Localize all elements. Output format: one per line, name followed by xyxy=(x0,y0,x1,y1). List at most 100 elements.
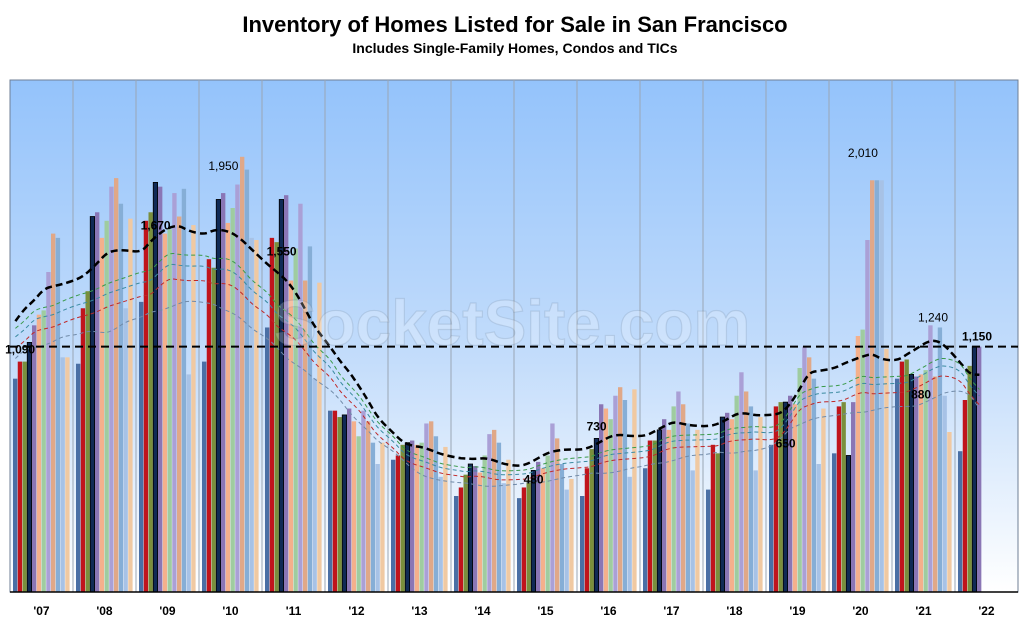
bar xyxy=(580,496,585,592)
bar xyxy=(148,212,153,592)
x-tick-label: '22 xyxy=(978,604,995,618)
bar xyxy=(792,404,798,592)
bar xyxy=(191,225,196,592)
bar xyxy=(46,272,51,592)
bar xyxy=(496,442,502,592)
bar xyxy=(221,193,226,592)
bar xyxy=(545,455,550,592)
chart-title: Inventory of Homes Listed for Sale in Sa… xyxy=(242,12,788,37)
bar xyxy=(419,442,424,592)
bar xyxy=(463,474,468,592)
bar xyxy=(240,156,245,593)
bar xyxy=(361,410,366,592)
bar xyxy=(671,406,676,592)
bar xyxy=(599,404,604,592)
bar xyxy=(778,402,783,592)
bar xyxy=(632,389,637,592)
bar xyxy=(836,406,842,592)
x-tick-label: '08 xyxy=(96,604,113,618)
bar xyxy=(821,408,826,592)
bar xyxy=(589,449,594,592)
watermark: SocketSite.com xyxy=(274,287,751,359)
bar xyxy=(937,327,943,592)
bar xyxy=(307,246,313,592)
bar xyxy=(341,414,347,593)
bar xyxy=(656,429,662,593)
bar xyxy=(60,357,65,592)
bar xyxy=(274,242,279,592)
trend-line xyxy=(15,300,980,487)
bar xyxy=(933,376,938,592)
bar xyxy=(773,406,779,592)
bar xyxy=(317,282,322,592)
bar xyxy=(104,220,109,593)
bar xyxy=(564,489,569,592)
bar xyxy=(739,372,744,592)
bar xyxy=(181,188,187,593)
bar xyxy=(152,181,158,593)
bar xyxy=(967,365,972,592)
bar xyxy=(143,220,149,593)
bar xyxy=(695,429,700,592)
bar xyxy=(895,378,900,592)
bar xyxy=(676,391,681,592)
bar xyxy=(293,248,298,592)
bar xyxy=(249,237,254,592)
bar xyxy=(744,391,749,592)
bar xyxy=(860,329,865,592)
bar xyxy=(540,468,546,592)
data-label: 480 xyxy=(524,473,544,487)
bar xyxy=(526,481,531,592)
bar xyxy=(128,218,133,593)
bar xyxy=(477,472,483,592)
bar xyxy=(400,444,405,592)
bar xyxy=(870,180,875,592)
bar xyxy=(729,419,735,592)
bar xyxy=(908,373,914,593)
bar xyxy=(17,361,23,592)
bar xyxy=(458,487,464,592)
bar xyxy=(584,468,590,592)
bar xyxy=(811,378,817,592)
bar xyxy=(865,240,870,592)
bar xyxy=(303,280,308,592)
bar xyxy=(41,310,46,592)
bar xyxy=(89,216,95,593)
bar xyxy=(380,442,385,592)
bar xyxy=(845,455,851,593)
bar xyxy=(186,374,191,592)
trend-line xyxy=(15,263,980,476)
bar xyxy=(433,436,439,592)
bar xyxy=(977,346,982,592)
bar xyxy=(841,402,846,592)
bar xyxy=(13,378,18,592)
data-label: 1,150 xyxy=(962,330,992,344)
x-axis-ticks: '07 '08 '09 '10 '11 '12 '13 '14 '15 '16 '17 '18 '19 '… xyxy=(33,604,995,618)
x-tick-label: '15 xyxy=(537,604,554,618)
bar xyxy=(622,400,628,592)
x-tick-label: '10 xyxy=(222,604,239,618)
bar xyxy=(942,395,947,592)
bar xyxy=(370,442,376,592)
bar xyxy=(855,336,861,592)
x-tick-label: '18 xyxy=(726,604,743,618)
bar xyxy=(395,455,401,592)
bar xyxy=(904,359,909,592)
bar xyxy=(788,395,793,592)
bar xyxy=(225,222,231,592)
bar xyxy=(769,444,774,592)
bar xyxy=(816,464,821,592)
x-tick-label: '20 xyxy=(852,604,869,618)
bar xyxy=(26,341,32,593)
data-label: 1,670 xyxy=(141,219,171,233)
bar xyxy=(162,233,168,592)
bar xyxy=(429,421,434,592)
bar xyxy=(613,395,618,592)
bar xyxy=(681,404,686,592)
trend-line xyxy=(15,252,980,472)
bar xyxy=(962,400,968,592)
bar xyxy=(530,469,536,593)
x-tick-label: '12 xyxy=(348,604,365,618)
bar xyxy=(454,496,459,592)
